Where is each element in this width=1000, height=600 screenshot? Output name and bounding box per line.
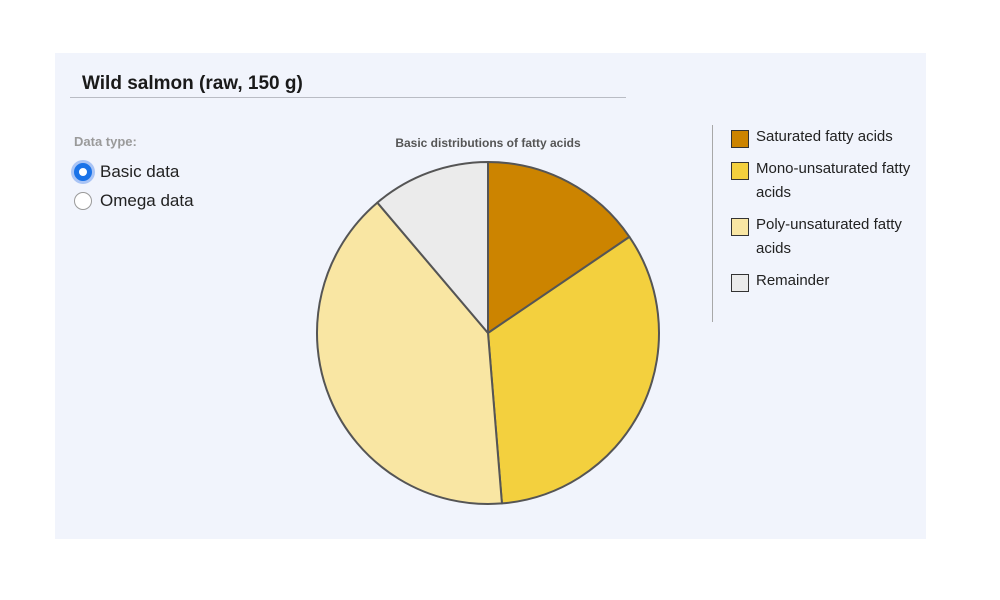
pie-chart — [316, 161, 660, 505]
legend-label-poly-unsaturated: Poly-unsaturated fatty acids — [756, 216, 902, 257]
legend-swatch-remainder — [731, 274, 749, 292]
legend-divider — [712, 125, 713, 322]
data-type-label: Data type: — [74, 134, 137, 149]
pie-slice-mono-unsaturated-fatty-acids — [487, 235, 660, 505]
legend-swatch-mono-unsaturated — [731, 162, 749, 180]
chart-title: Basic distributions of fatty acids — [395, 136, 581, 150]
pie-slice-poly-unsaturated-fatty-acids — [316, 201, 503, 505]
legend-item-saturated: Saturated fatty acids — [731, 128, 921, 149]
radio-basic-data[interactable] — [74, 162, 92, 181]
title-divider — [70, 97, 626, 98]
chart-panel: Wild salmon (raw, 150 g) Data type: Basi… — [55, 53, 926, 539]
legend-item-poly-unsaturated: Poly-unsaturated fatty acids — [731, 216, 921, 261]
radio-option-omega-data[interactable]: Omega data — [74, 186, 194, 215]
data-type-controls: Data type: Basic data Omega data — [74, 134, 194, 215]
legend-label-remainder: Remainder — [756, 272, 830, 289]
legend-item-remainder: Remainder — [731, 272, 921, 293]
radio-label-basic-data: Basic data — [100, 161, 180, 181]
pie-slices — [316, 161, 660, 505]
radio-option-basic-data[interactable]: Basic data — [74, 157, 194, 186]
radio-label-omega-data: Omega data — [100, 190, 194, 210]
legend: Saturated fatty acids Mono-unsaturated f… — [731, 128, 921, 305]
radio-omega-data[interactable] — [74, 191, 92, 210]
legend-label-mono-unsaturated: Mono-unsaturated fatty acids — [756, 160, 911, 201]
legend-swatch-saturated — [731, 130, 749, 148]
page-title: Wild salmon (raw, 150 g) — [82, 73, 303, 94]
legend-label-saturated: Saturated fatty acids — [756, 128, 893, 145]
legend-swatch-poly-unsaturated — [731, 218, 749, 236]
pie-slice-saturated-fatty-acids — [487, 161, 631, 334]
legend-item-mono-unsaturated: Mono-unsaturated fatty acids — [731, 160, 921, 205]
pie-slice-remainder — [376, 161, 489, 334]
